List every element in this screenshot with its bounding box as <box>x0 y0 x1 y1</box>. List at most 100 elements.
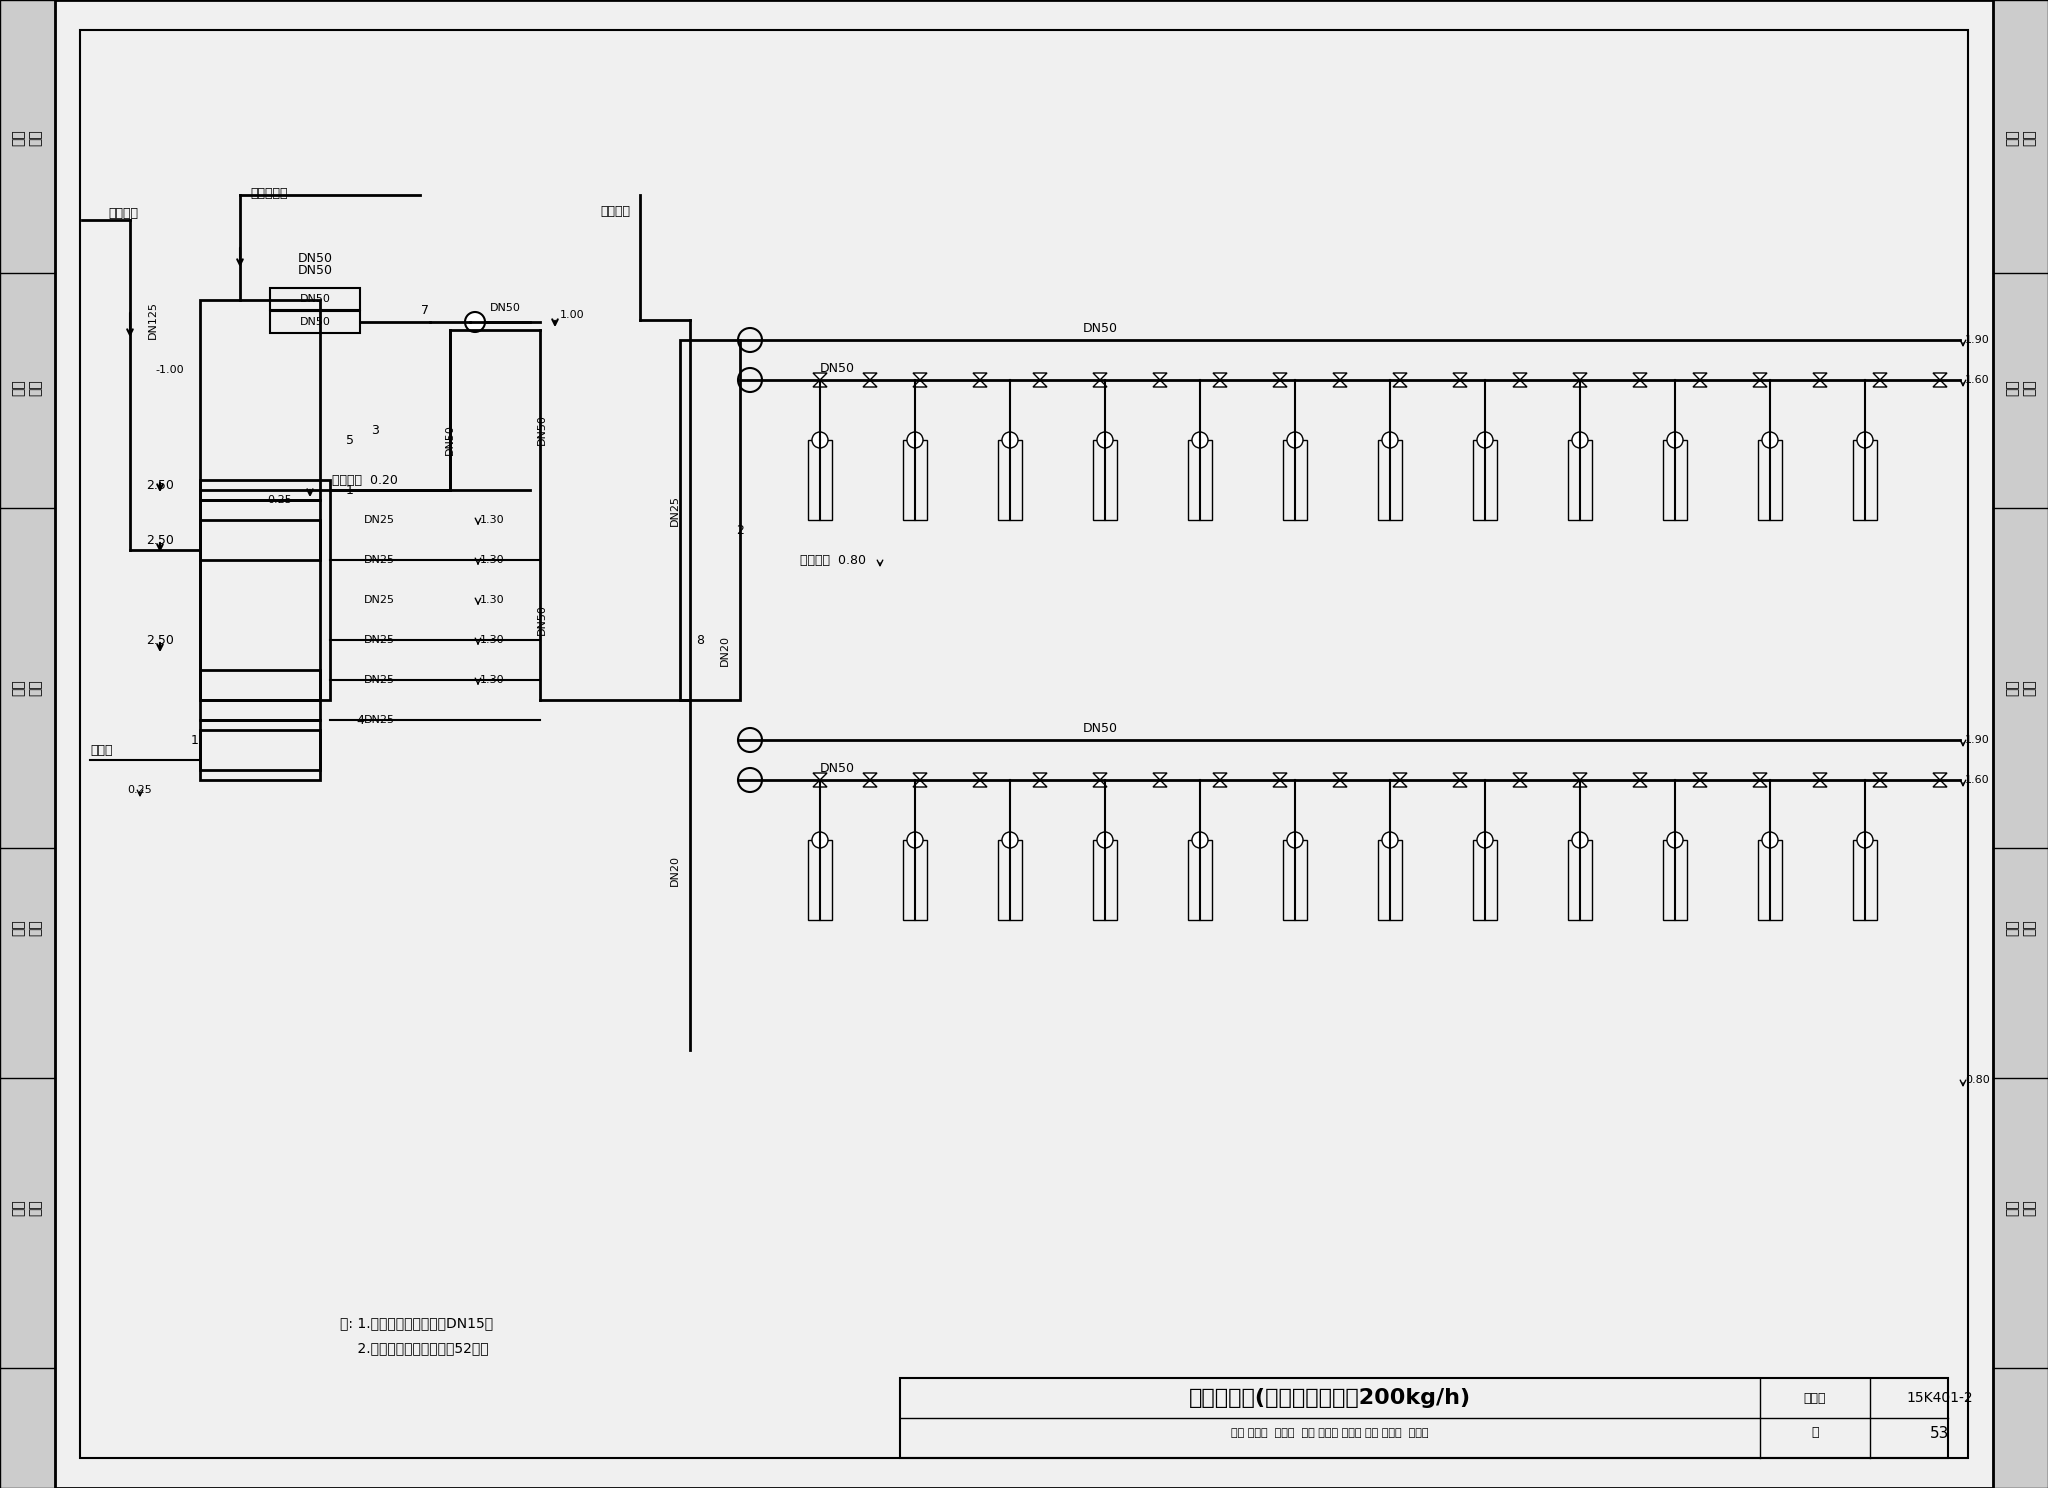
Polygon shape <box>913 373 928 379</box>
Circle shape <box>1286 432 1303 448</box>
Text: DN25: DN25 <box>365 515 395 525</box>
Bar <box>1282 841 1307 920</box>
Text: 1.30: 1.30 <box>479 595 504 606</box>
Text: 53: 53 <box>1931 1426 1950 1440</box>
Polygon shape <box>1513 379 1528 387</box>
Bar <box>1282 440 1307 519</box>
Circle shape <box>907 432 924 448</box>
Text: 7: 7 <box>422 304 428 317</box>
Text: 4: 4 <box>356 714 365 726</box>
Polygon shape <box>1513 373 1528 379</box>
Bar <box>809 841 831 920</box>
Polygon shape <box>1933 772 1948 780</box>
Bar <box>201 301 319 500</box>
Polygon shape <box>862 780 877 787</box>
Circle shape <box>1858 432 1874 448</box>
Circle shape <box>1477 832 1493 848</box>
Polygon shape <box>1333 379 1348 387</box>
Bar <box>1993 0 2048 1488</box>
Text: DN20: DN20 <box>721 634 729 665</box>
Text: 0.80: 0.80 <box>1964 1074 1991 1085</box>
Text: 1.60: 1.60 <box>1964 775 1989 786</box>
Bar <box>1378 440 1403 519</box>
Polygon shape <box>973 379 987 387</box>
Polygon shape <box>1212 772 1227 780</box>
Bar <box>1188 841 1212 920</box>
Bar <box>903 440 928 519</box>
Text: 室内地面  0.80: 室内地面 0.80 <box>801 554 866 567</box>
Text: 2.50: 2.50 <box>145 634 174 646</box>
Text: 2.主要设备表见本图集第52页。: 2.主要设备表见本图集第52页。 <box>340 1341 489 1356</box>
Polygon shape <box>973 373 987 379</box>
Text: DN20: DN20 <box>670 854 680 885</box>
Polygon shape <box>1333 780 1348 787</box>
Text: DN50: DN50 <box>299 317 330 327</box>
Circle shape <box>1098 432 1112 448</box>
Polygon shape <box>1094 373 1108 379</box>
Polygon shape <box>1393 379 1407 387</box>
Text: 1.30: 1.30 <box>479 676 504 684</box>
Text: DN50: DN50 <box>1083 722 1118 735</box>
Bar <box>1188 440 1212 519</box>
Text: DN25: DN25 <box>670 494 680 525</box>
Bar <box>1569 440 1591 519</box>
Bar <box>903 841 928 920</box>
Polygon shape <box>1153 379 1167 387</box>
Polygon shape <box>813 373 827 379</box>
Circle shape <box>811 832 827 848</box>
Bar <box>899 1378 1948 1458</box>
Text: 液化
气站: 液化 气站 <box>12 680 43 696</box>
Polygon shape <box>1573 379 1587 387</box>
Text: 审核 段洁仪  段彩仪  校对 督冬载 冬之松 设计 张蔺东  杰希仁: 审核 段洁仪 段彩仪 校对 督冬载 冬之松 设计 张蔺东 杰希仁 <box>1231 1428 1430 1437</box>
Text: 工程
实例: 工程 实例 <box>12 1199 43 1216</box>
Polygon shape <box>1212 373 1227 379</box>
Polygon shape <box>813 780 827 787</box>
Polygon shape <box>1393 772 1407 780</box>
Polygon shape <box>813 379 827 387</box>
Polygon shape <box>1694 373 1706 379</box>
Polygon shape <box>1812 772 1827 780</box>
Text: 8: 8 <box>696 634 705 646</box>
Text: 设计
说明: 设计 说明 <box>12 129 43 146</box>
Bar <box>680 339 739 699</box>
Text: DN25: DN25 <box>365 555 395 565</box>
Polygon shape <box>1212 379 1227 387</box>
Bar <box>997 841 1022 920</box>
Polygon shape <box>973 780 987 787</box>
Text: 1.00: 1.00 <box>559 310 584 320</box>
Text: 1.30: 1.30 <box>479 515 504 525</box>
Circle shape <box>1573 832 1587 848</box>
Text: 设计
说明: 设计 说明 <box>2005 129 2036 146</box>
Polygon shape <box>1153 780 1167 787</box>
Bar <box>201 519 319 699</box>
Text: DN50: DN50 <box>819 362 854 375</box>
Polygon shape <box>1694 780 1706 787</box>
Circle shape <box>1477 432 1493 448</box>
Text: 2: 2 <box>735 524 743 537</box>
Circle shape <box>1858 832 1874 848</box>
Bar <box>1378 841 1403 920</box>
Polygon shape <box>862 379 877 387</box>
Polygon shape <box>1874 379 1886 387</box>
Circle shape <box>1192 832 1208 848</box>
Bar <box>201 481 330 699</box>
Polygon shape <box>1032 373 1047 379</box>
Polygon shape <box>1753 772 1767 780</box>
Text: 1: 1 <box>346 484 354 497</box>
Bar <box>201 500 319 559</box>
Text: 0.25: 0.25 <box>127 786 152 795</box>
Bar <box>201 720 319 769</box>
Polygon shape <box>1153 772 1167 780</box>
Polygon shape <box>1812 379 1827 387</box>
Polygon shape <box>1274 373 1286 379</box>
Text: 接至室外: 接至室外 <box>109 207 137 220</box>
Circle shape <box>1001 432 1018 448</box>
Bar <box>1757 440 1782 519</box>
Text: 电气
控制: 电气 控制 <box>12 920 43 936</box>
Bar <box>1094 841 1116 920</box>
Circle shape <box>811 432 827 448</box>
Bar <box>270 289 360 310</box>
Text: 5: 5 <box>346 433 354 446</box>
Circle shape <box>1192 432 1208 448</box>
Text: 排污管: 排污管 <box>90 744 113 756</box>
